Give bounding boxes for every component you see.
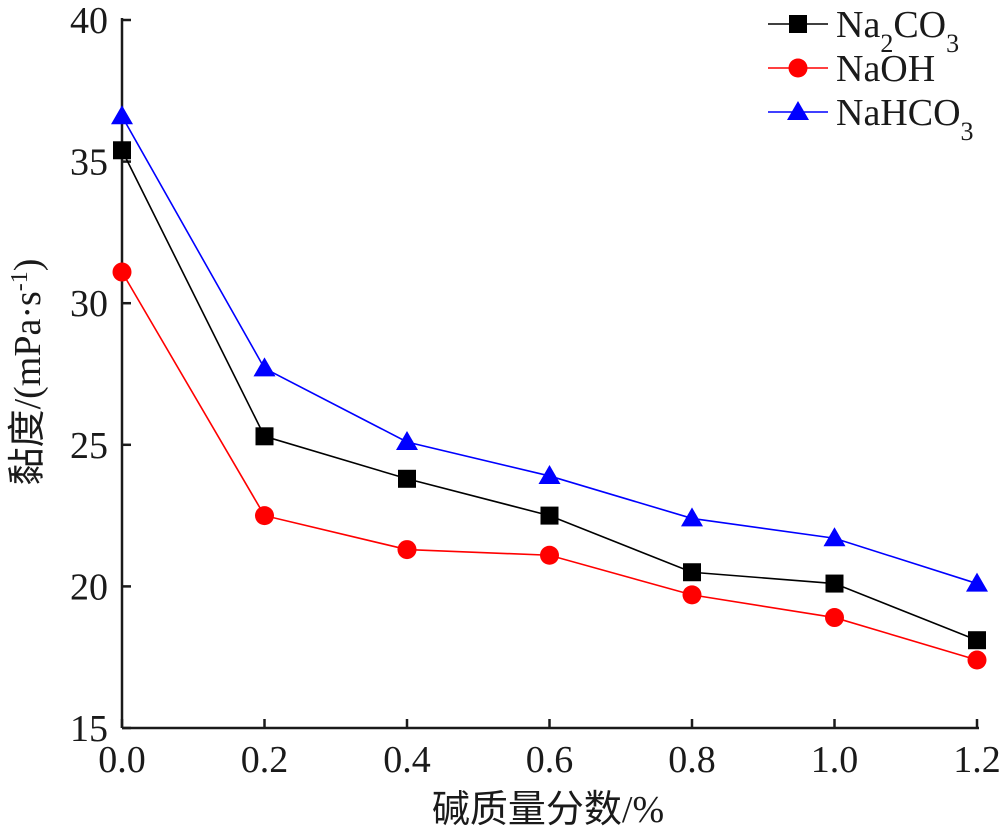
x-tick-label: 1.0 <box>811 739 859 781</box>
y-axis-title: 黏度/(mPa·s-1) <box>7 259 49 486</box>
data-point-nahco3 <box>111 105 133 125</box>
legend-marker <box>788 58 808 78</box>
data-point-na2co3 <box>398 469 416 488</box>
legend-item-na2co3: Na2CO3 <box>768 4 959 58</box>
legend-label: NaOH <box>836 48 935 90</box>
legend-marker <box>787 101 809 120</box>
legend-item-naoh: NaOH <box>768 48 935 90</box>
series-na2co3 <box>113 141 986 650</box>
data-point-naoh <box>540 545 559 565</box>
data-point-na2co3 <box>540 506 559 525</box>
data-point-naoh <box>825 608 844 628</box>
data-point-na2co3 <box>113 141 131 160</box>
data-point-naoh <box>682 585 702 605</box>
data-point-na2co3 <box>255 427 274 446</box>
data-point-naoh <box>967 650 987 670</box>
y-tick-label: 40 <box>70 0 108 42</box>
data-point-nahco3 <box>396 430 418 450</box>
y-tick-label: 20 <box>70 566 108 608</box>
x-tick-label: 0.2 <box>241 739 289 781</box>
legend-label: NaHCO3 <box>836 92 974 146</box>
series-line-na2co3 <box>121 149 978 641</box>
y-tick-label: 25 <box>70 425 108 467</box>
series-nahco3 <box>111 105 988 592</box>
data-point-naoh <box>397 540 417 560</box>
x-tick-label: 0.6 <box>526 739 574 781</box>
x-tick-label: 0.8 <box>668 739 716 781</box>
data-point-nahco3 <box>253 357 276 377</box>
legend-label: Na2CO3 <box>836 4 959 58</box>
data-point-nahco3 <box>681 507 703 527</box>
y-tick-label: 15 <box>70 708 108 750</box>
axes: 15 20 25 30 35 40 0.0 0.2 0.4 0.6 0.8 1.0 1.2 <box>70 0 1000 781</box>
legend-marker <box>789 15 807 33</box>
data-point-na2co3 <box>968 631 986 650</box>
data-point-na2co3 <box>825 574 844 593</box>
series-layer <box>111 105 988 670</box>
series-naoh <box>112 262 987 670</box>
x-tick-label: 1.2 <box>953 739 1000 781</box>
data-point-nahco3 <box>966 572 988 592</box>
x-tick-label: 0.0 <box>98 739 146 781</box>
x-tick-label: 0.4 <box>383 739 431 781</box>
data-point-nahco3 <box>538 464 561 484</box>
legend-item-nahco3: NaHCO3 <box>768 92 974 146</box>
y-axis-title-text: 黏度/(mPa·s-1) <box>7 259 49 486</box>
data-point-na2co3 <box>683 563 701 582</box>
data-point-nahco3 <box>823 527 846 547</box>
data-point-naoh <box>255 506 274 526</box>
y-tick-label: 30 <box>70 283 108 325</box>
data-point-naoh <box>112 262 132 282</box>
x-axis-title: 碱质量分数/% <box>432 789 664 831</box>
y-tick-label: 35 <box>70 142 108 184</box>
